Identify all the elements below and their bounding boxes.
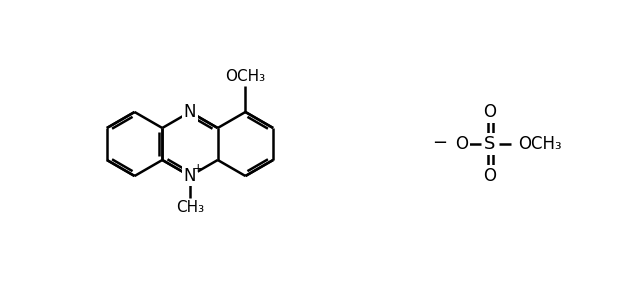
- Text: O: O: [456, 135, 468, 153]
- Text: S: S: [484, 135, 496, 153]
- Text: −: −: [433, 134, 447, 152]
- Text: CH₃: CH₃: [176, 200, 204, 215]
- Text: O: O: [483, 167, 497, 185]
- Text: O: O: [483, 103, 497, 121]
- Text: OCH₃: OCH₃: [518, 135, 562, 153]
- Text: OCH₃: OCH₃: [225, 69, 266, 84]
- Text: +: +: [193, 162, 204, 175]
- Text: N: N: [184, 167, 196, 185]
- Text: N: N: [184, 103, 196, 121]
